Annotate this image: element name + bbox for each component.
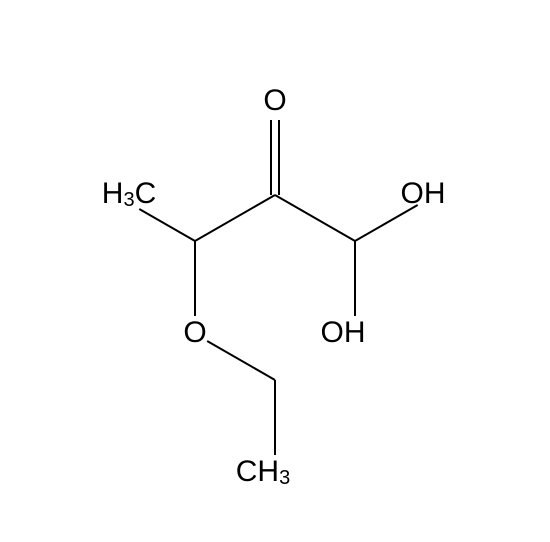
molecule-svg: O H3C O CH3 OH OH [0, 0, 550, 542]
molecule-diagram: O H3C O CH3 OH OH [0, 0, 550, 542]
bond [275, 195, 355, 241]
bond [139, 209, 195, 241]
atom-ch3-topleft: H3C [102, 177, 156, 211]
atom-ch3-bottom: CH3 [236, 455, 290, 489]
atom-o-ether: O [183, 316, 206, 349]
bond [195, 195, 275, 241]
atom-oh-top: OH [401, 177, 446, 210]
bond [207, 341, 275, 380]
atom-o-ketone: O [263, 84, 286, 117]
bond [355, 205, 418, 241]
atom-oh-bottom: OH [321, 316, 366, 349]
